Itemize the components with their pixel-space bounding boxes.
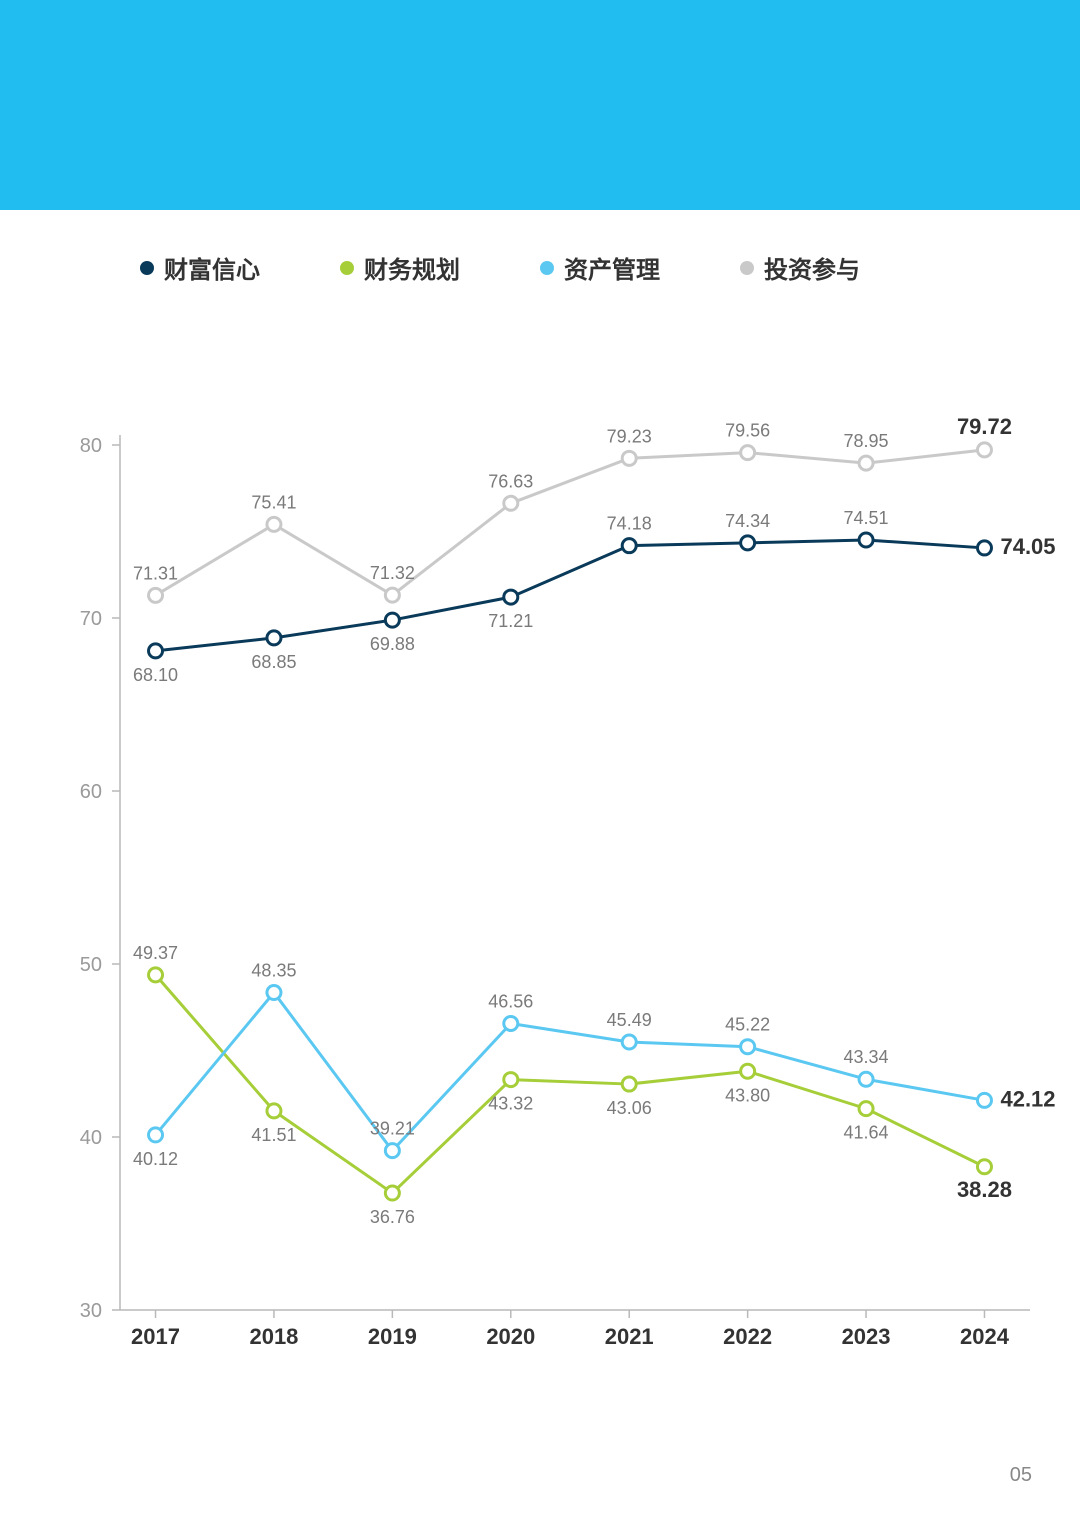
- legend-dot-icon: [140, 261, 154, 275]
- svg-text:40: 40: [80, 1127, 102, 1149]
- legend-label: 财务规划: [364, 250, 460, 285]
- legend-dot-icon: [340, 261, 354, 275]
- svg-text:43.34: 43.34: [844, 1047, 889, 1067]
- svg-text:42.12: 42.12: [1000, 1086, 1055, 1111]
- svg-text:74.51: 74.51: [844, 508, 889, 528]
- legend-label: 资产管理: [564, 250, 660, 285]
- svg-text:45.22: 45.22: [725, 1015, 770, 1035]
- legend-label: 财富信心: [164, 250, 260, 285]
- svg-text:74.18: 74.18: [607, 514, 652, 534]
- svg-text:80: 80: [80, 435, 102, 457]
- svg-text:2020: 2020: [486, 1324, 535, 1349]
- svg-text:2018: 2018: [249, 1324, 298, 1349]
- svg-text:79.23: 79.23: [607, 426, 652, 446]
- svg-text:40.12: 40.12: [133, 1149, 178, 1169]
- legend-item: 财富信心: [140, 250, 260, 285]
- legend-dot-icon: [540, 261, 554, 275]
- svg-text:2017: 2017: [131, 1324, 180, 1349]
- svg-text:71.31: 71.31: [133, 563, 178, 583]
- svg-text:36.76: 36.76: [370, 1207, 415, 1227]
- svg-text:49.37: 49.37: [133, 943, 178, 963]
- svg-text:41.64: 41.64: [844, 1123, 889, 1143]
- svg-text:43.32: 43.32: [488, 1094, 533, 1114]
- svg-text:39.21: 39.21: [370, 1119, 415, 1139]
- svg-text:2024: 2024: [960, 1324, 1010, 1349]
- svg-text:68.85: 68.85: [251, 652, 296, 672]
- svg-text:38.28: 38.28: [957, 1177, 1012, 1202]
- svg-text:2021: 2021: [605, 1324, 654, 1349]
- header-band: [0, 0, 1080, 210]
- chart-area: 30 40 50 60 70 80 2017 2018 2019 2020 2021 2022 2023…: [0, 285, 1080, 1445]
- legend-label: 投资参与: [764, 250, 860, 285]
- svg-text:68.10: 68.10: [133, 665, 178, 685]
- svg-text:60: 60: [80, 781, 102, 803]
- svg-text:71.21: 71.21: [488, 611, 533, 631]
- legend-dot-icon: [740, 261, 754, 275]
- legend: 财富信心 财务规划 资产管理 投资参与: [0, 250, 1080, 285]
- svg-text:45.49: 45.49: [607, 1010, 652, 1030]
- svg-text:2022: 2022: [723, 1324, 772, 1349]
- svg-text:41.51: 41.51: [251, 1125, 296, 1145]
- svg-text:75.41: 75.41: [251, 492, 296, 512]
- svg-text:30: 30: [80, 1300, 102, 1322]
- svg-text:70: 70: [80, 608, 102, 630]
- svg-text:48.35: 48.35: [251, 961, 296, 981]
- svg-text:79.72: 79.72: [957, 414, 1012, 439]
- line-chart-svg: 30 40 50 60 70 80 2017 2018 2019 2020 2021 2022 2023…: [0, 285, 1080, 1440]
- legend-item: 投资参与: [740, 250, 860, 285]
- svg-text:74.05: 74.05: [1000, 534, 1055, 559]
- svg-text:71.32: 71.32: [370, 563, 415, 583]
- svg-text:76.63: 76.63: [488, 471, 533, 491]
- svg-text:2019: 2019: [368, 1324, 417, 1349]
- svg-text:50: 50: [80, 954, 102, 976]
- svg-text:69.88: 69.88: [370, 634, 415, 654]
- svg-text:79.56: 79.56: [725, 421, 770, 441]
- svg-text:78.95: 78.95: [844, 431, 889, 451]
- page-number: 05: [1010, 1464, 1032, 1487]
- svg-text:46.56: 46.56: [488, 992, 533, 1012]
- legend-item: 财务规划: [340, 250, 460, 285]
- svg-text:43.06: 43.06: [607, 1098, 652, 1118]
- svg-text:43.80: 43.80: [725, 1085, 770, 1105]
- legend-item: 资产管理: [540, 250, 660, 285]
- svg-text:2023: 2023: [842, 1324, 891, 1349]
- svg-text:74.34: 74.34: [725, 511, 770, 531]
